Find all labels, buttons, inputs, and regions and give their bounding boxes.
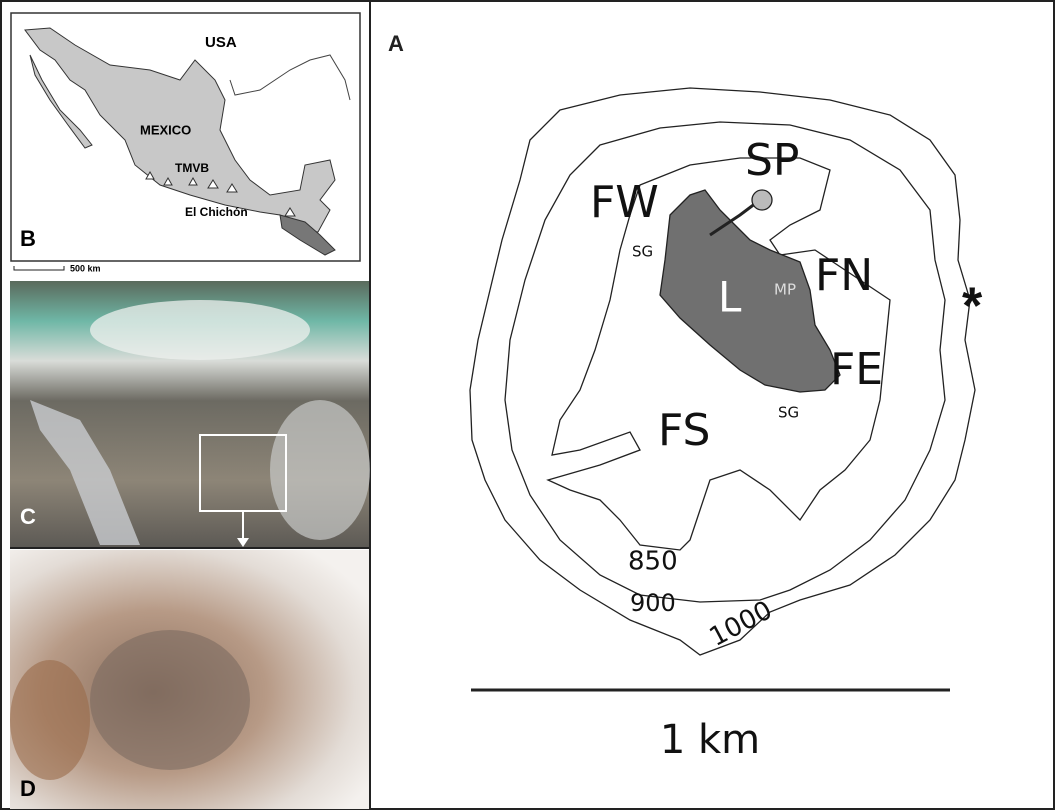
scale-label: 1 km: [660, 717, 760, 763]
feature-label: FE: [830, 344, 883, 395]
panel-label: D: [20, 776, 36, 801]
panel-a: A: [388, 31, 975, 690]
vent: [90, 630, 250, 770]
panel-label: B: [20, 226, 36, 251]
panel-a-labels: SP FW SG L MP FN FE SG FS 850 900 1000 *…: [590, 135, 983, 763]
place-label: El Chichón: [185, 205, 248, 219]
feature-label: SG: [632, 243, 653, 261]
feature-label: SG: [778, 404, 799, 422]
scale-label: 500 km: [70, 263, 101, 273]
feature-label: FS: [658, 405, 710, 456]
contour-1000: [470, 88, 975, 655]
place-label: MEXICO: [140, 122, 191, 137]
feature-label: FW: [590, 177, 659, 228]
contour-label: 900: [630, 589, 676, 617]
panel-b: USA MEXICO TMVB El Chichón B 500 km: [11, 13, 360, 273]
panel-d: D: [10, 550, 369, 809]
contour-label: 1000: [705, 595, 778, 653]
figure: USA MEXICO TMVB El Chichón B 500 km C D …: [0, 0, 1055, 810]
place-label: USA: [205, 34, 237, 51]
panel-label: A: [388, 31, 404, 56]
feature-label: FN: [815, 250, 873, 301]
spring: [752, 190, 772, 210]
feature-label: L: [718, 273, 742, 322]
panel-label: C: [20, 504, 36, 529]
deposit: [10, 660, 90, 780]
steam: [90, 300, 310, 360]
scale-bar: [14, 266, 64, 270]
lake: [660, 190, 840, 392]
marker: *: [962, 278, 983, 336]
feature-label: MP: [774, 281, 796, 299]
panel-c: C: [10, 281, 370, 547]
contour-label: 850: [628, 547, 678, 577]
place-label: TMVB: [175, 161, 209, 175]
feature-label: SP: [745, 135, 799, 186]
